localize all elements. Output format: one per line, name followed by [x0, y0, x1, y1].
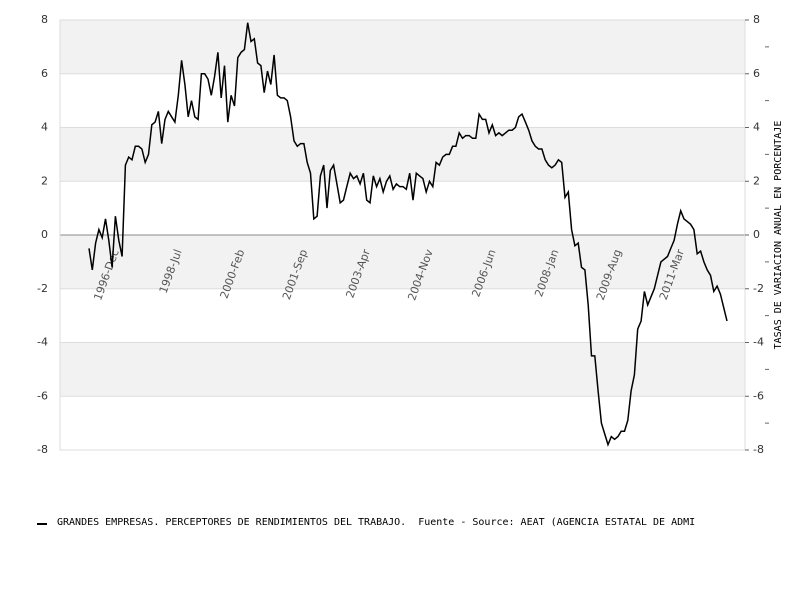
y-tick-label: 0	[41, 228, 48, 241]
legend-label: GRANDES EMPRESAS. PERCEPTORES DE RENDIMI…	[57, 517, 406, 528]
y-tick-label: -2	[37, 282, 48, 295]
y-tick-label: 8	[41, 13, 48, 26]
y2-tick-label: 6	[753, 67, 760, 80]
y-tick-label: -8	[37, 443, 48, 456]
grid-band	[60, 235, 745, 289]
grid-band	[60, 20, 745, 74]
y2-tick-label: 4	[753, 121, 760, 134]
y-tick-label: 6	[41, 67, 48, 80]
grid-band	[60, 73, 745, 128]
grid-band	[60, 396, 745, 450]
y2-tick-label: -2	[753, 282, 764, 295]
y2-axis-title: TASAS DE VARIACION ANUAL EN PORCENTAJE	[773, 121, 784, 350]
y-tick-label: 2	[41, 174, 48, 187]
y2-tick-label: -4	[753, 336, 764, 349]
y2-tick-label: -6	[753, 389, 764, 402]
y2-tick-label: 0	[753, 228, 760, 241]
grid-band	[60, 342, 745, 397]
grid-band	[60, 127, 745, 182]
y-tick-label: 4	[41, 121, 48, 134]
grid-band	[60, 181, 745, 235]
y2-tick-label: -8	[753, 443, 764, 456]
y-tick-label: -6	[37, 389, 48, 402]
grid-band	[60, 288, 745, 343]
series-line	[88, 22, 728, 447]
y2-tick-label: 8	[753, 13, 760, 26]
y-tick-label: -4	[37, 336, 48, 349]
source-note: Fuente - Source: AEAT (AGENCIA ESTATAL D…	[418, 517, 695, 528]
y2-tick-label: 2	[753, 174, 760, 187]
